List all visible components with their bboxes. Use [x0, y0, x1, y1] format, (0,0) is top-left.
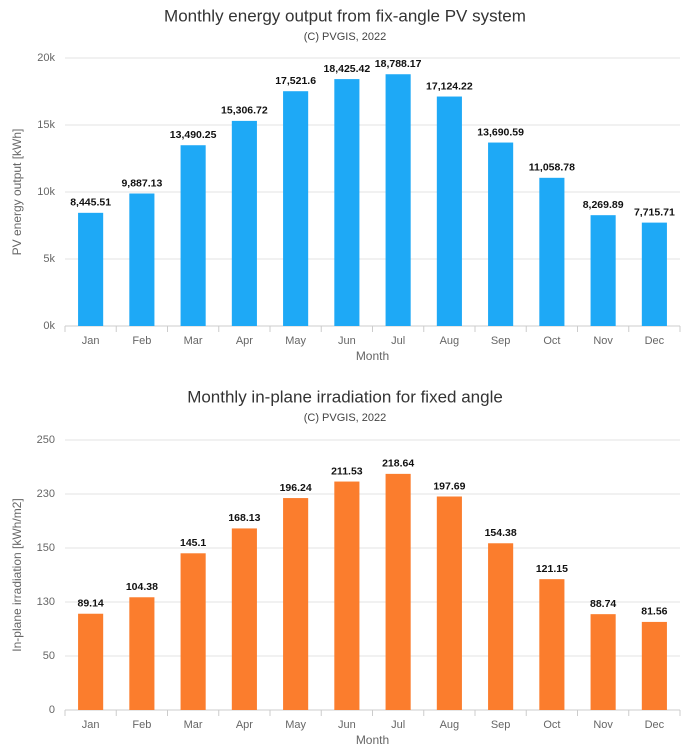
x-tick-label: Mar	[184, 335, 203, 347]
x-tick-label: Nov	[593, 719, 613, 731]
bar	[78, 212, 104, 326]
x-tick-label: Aug	[440, 719, 460, 731]
bar	[180, 145, 206, 326]
x-tick-label: Jan	[82, 335, 100, 347]
chart-subtitle: (C) PVGIS, 2022	[304, 412, 387, 424]
bar	[283, 498, 309, 710]
bar	[231, 120, 257, 326]
x-tick-label: Sep	[491, 335, 511, 347]
value-label: 168.13	[228, 512, 260, 524]
value-label: 17,521.6	[275, 75, 316, 87]
y-tick-label: 15k	[37, 119, 55, 131]
bar	[641, 222, 667, 326]
y-tick-label: 150	[37, 542, 55, 554]
bar	[385, 473, 411, 710]
chart-title: Monthly energy output from fix-angle PV …	[164, 6, 526, 25]
value-label: 9,887.13	[121, 177, 162, 189]
y-tick-label: 130	[37, 596, 55, 608]
bar	[436, 496, 462, 710]
value-label: 197.69	[433, 480, 465, 492]
y-tick-label: 20k	[37, 52, 55, 64]
y-tick-label: 50	[43, 650, 55, 662]
bar	[129, 193, 155, 326]
value-label: 88.74	[590, 598, 616, 610]
value-label: 15,306.72	[221, 105, 268, 117]
bar	[539, 177, 565, 326]
value-label: 13,690.59	[477, 126, 524, 138]
y-tick-label: 5k	[43, 253, 55, 265]
y-tick-label: 10k	[37, 186, 55, 198]
value-label: 11,058.78	[529, 162, 575, 174]
y-tick-label: 230	[37, 488, 55, 500]
value-label: 7,715.71	[634, 206, 675, 218]
y-tick-label: 250	[37, 434, 55, 446]
bar	[231, 528, 257, 710]
x-tick-label: Dec	[645, 719, 665, 731]
value-label: 154.38	[485, 527, 517, 539]
y-axis-title: PV energy output [kWh]	[10, 129, 24, 256]
value-label: 89.14	[77, 598, 103, 610]
bar	[283, 91, 309, 326]
value-label: 121.15	[536, 563, 568, 575]
bar	[590, 215, 616, 326]
value-label: 104.38	[126, 581, 158, 593]
x-tick-label: Apr	[236, 719, 253, 731]
bar	[488, 543, 514, 710]
x-tick-label: Sep	[491, 719, 511, 731]
bar	[385, 74, 411, 326]
x-tick-label: Dec	[645, 335, 665, 347]
value-label: 196.24	[280, 482, 312, 494]
x-axis-title: Month	[356, 349, 389, 363]
x-tick-label: Jun	[338, 335, 356, 347]
bar	[488, 142, 514, 326]
bar	[539, 579, 565, 710]
x-tick-label: May	[285, 719, 306, 731]
y-axis-title: In-plane irradiation [kWh/m2]	[10, 498, 24, 651]
x-tick-label: Jun	[338, 719, 356, 731]
value-label: 8,445.51	[70, 197, 111, 209]
bar	[129, 597, 155, 710]
bar	[641, 621, 667, 710]
x-tick-label: Oct	[543, 335, 560, 347]
bar	[180, 553, 206, 710]
x-tick-label: Apr	[236, 335, 253, 347]
x-tick-label: May	[285, 335, 306, 347]
x-tick-label: Mar	[184, 719, 203, 731]
value-label: 18,425.42	[324, 63, 371, 75]
bar	[590, 614, 616, 710]
y-tick-label: 0k	[43, 320, 55, 332]
bar	[436, 96, 462, 326]
value-label: 218.64	[382, 458, 414, 470]
x-tick-label: Feb	[132, 335, 151, 347]
x-tick-label: Jul	[391, 719, 405, 731]
value-label: 8,269.89	[583, 199, 624, 211]
x-tick-label: Jan	[82, 719, 100, 731]
value-label: 81.56	[641, 606, 667, 618]
x-tick-label: Feb	[132, 719, 151, 731]
bar	[78, 613, 104, 710]
x-tick-label: Oct	[543, 719, 560, 731]
x-tick-label: Jul	[391, 335, 405, 347]
value-label: 18,788.17	[375, 58, 422, 70]
x-tick-label: Nov	[593, 335, 613, 347]
bar	[334, 481, 360, 710]
x-tick-label: Aug	[440, 335, 460, 347]
x-axis-title: Month	[356, 733, 389, 746]
bar	[334, 79, 360, 327]
chart-subtitle: (C) PVGIS, 2022	[304, 31, 387, 43]
value-label: 145.1	[180, 537, 206, 549]
value-label: 13,490.25	[170, 129, 217, 141]
value-label: 211.53	[331, 465, 363, 477]
y-tick-label: 0	[49, 704, 55, 716]
value-label: 17,124.22	[426, 80, 473, 92]
chart-title: Monthly in-plane irradiation for fixed a…	[187, 387, 503, 406]
